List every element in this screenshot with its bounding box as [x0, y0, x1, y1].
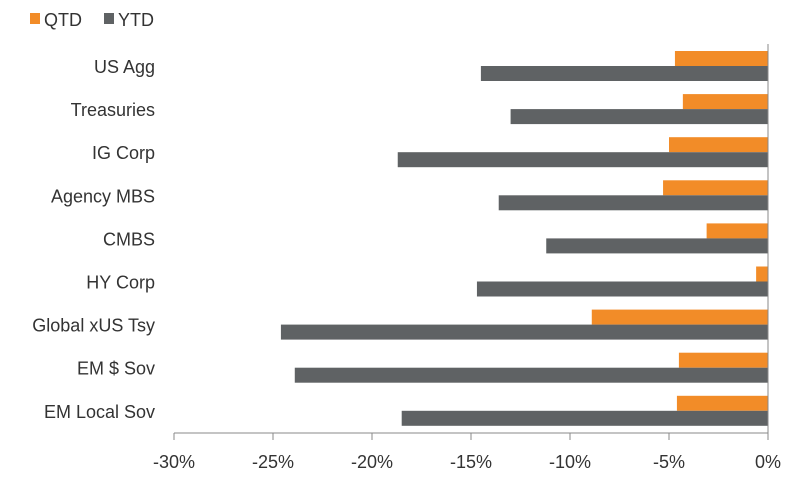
x-tick-label: 0%: [755, 452, 781, 472]
category-label-em-local-sov: EM Local Sov: [44, 402, 155, 422]
bar-ytd-global-xus-tsy: [280, 324, 768, 340]
category-label-treasuries: Treasuries: [71, 100, 155, 120]
category-label-ig-corp: IG Corp: [92, 143, 155, 163]
x-tick-label: -20%: [351, 452, 393, 472]
legend-swatch-ytd: [104, 13, 114, 24]
x-tick-label: -15%: [450, 452, 492, 472]
category-label-em-sov: EM $ Sov: [77, 359, 155, 379]
bar-ytd-ig-corp: [397, 152, 768, 168]
x-tick-label: -25%: [252, 452, 294, 472]
bar-qtd-hy-corp: [756, 266, 768, 282]
plot-area: US Agg Treasuries IG Corp Agency MBS CMBS HY …: [32, 51, 768, 426]
bar-ytd-us-agg: [480, 66, 768, 81]
bar-qtd-ig-corp: [669, 137, 768, 153]
bar-qtd-em-local-sov: [676, 395, 768, 411]
bar-ytd-treasuries: [510, 109, 768, 125]
category-label-global-xus-tsy: Global xUS Tsy: [32, 316, 155, 336]
bar-qtd-treasuries: [682, 94, 768, 110]
bar-qtd-agency-mbs: [663, 180, 768, 196]
legend-swatch-qtd: [30, 13, 40, 24]
bar-ytd-em-sov: [294, 367, 768, 383]
x-tick-label: -10%: [549, 452, 591, 472]
bar-qtd-global-xus-tsy: [591, 309, 768, 325]
category-label-us-agg: US Agg: [94, 57, 155, 77]
bar-qtd-cmbs: [706, 223, 768, 239]
legend-label-ytd: YTD: [118, 10, 154, 30]
bar-ytd-cmbs: [546, 238, 768, 254]
legend: QTD YTD: [30, 10, 154, 30]
x-axis-ticks: -30% -25% -20% -15% -10% -5% 0%: [153, 433, 781, 472]
bar-qtd-us-agg: [674, 51, 768, 66]
x-tick-label: -5%: [653, 452, 685, 472]
bar-qtd-em-sov: [678, 352, 768, 368]
bar-ytd-hy-corp: [476, 281, 768, 297]
category-label-agency-mbs: Agency MBS: [51, 186, 155, 206]
category-label-cmbs: CMBS: [103, 229, 155, 249]
x-tick-label: -30%: [153, 452, 195, 472]
bar-ytd-em-local-sov: [401, 410, 768, 426]
bar-ytd-agency-mbs: [498, 195, 768, 211]
legend-label-qtd: QTD: [44, 10, 82, 30]
category-label-hy-corp: HY Corp: [86, 273, 155, 293]
